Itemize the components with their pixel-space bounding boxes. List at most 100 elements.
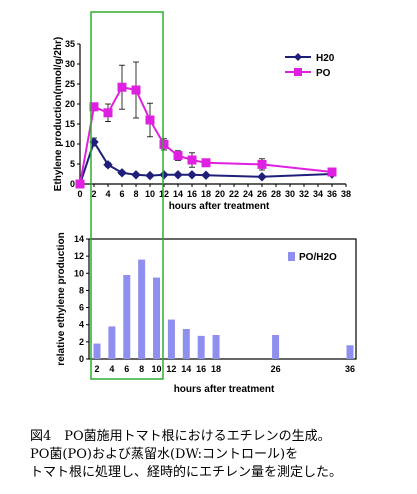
bar <box>123 275 131 359</box>
highlight-box <box>90 11 164 380</box>
x-tick-label: 6 <box>119 189 124 199</box>
data-point <box>173 151 183 161</box>
x-tick-label: 16 <box>196 364 206 374</box>
y-tick-label: 0 <box>70 179 75 189</box>
bar <box>197 335 205 359</box>
y-ticks: 0 2 4 6 8 10 12 14 <box>74 234 89 364</box>
legend-label: PO/H2O <box>299 252 337 263</box>
x-tick-label: 14 <box>181 364 191 374</box>
x-ticks: 2 4 6 8 10 12 14 16 18 26 36 <box>94 364 355 374</box>
plot-frame <box>88 238 357 360</box>
x-tick-label: 26 <box>271 364 281 374</box>
data-point <box>75 179 85 189</box>
x-tick-label: 22 <box>229 189 239 199</box>
bar <box>138 259 146 359</box>
bar <box>182 329 190 359</box>
x-tick-label: 4 <box>105 189 110 199</box>
data-point <box>159 139 169 149</box>
x-tick-label: 36 <box>345 364 355 374</box>
legend-item: PO <box>285 68 331 79</box>
data-point <box>201 158 211 168</box>
x-tick-label: 0 <box>77 189 82 199</box>
y-axis-label: Ethylene production(nmol/g/2hr) <box>53 37 64 191</box>
x-tick-label: 12 <box>159 189 169 199</box>
bar <box>93 343 101 359</box>
caption-line-1: 図4 PO菌施用トマト根におけるエチレンの生成。 <box>30 429 331 444</box>
x-tick-label: 18 <box>201 189 211 199</box>
bar <box>153 277 161 359</box>
data-point <box>327 167 337 177</box>
y-tick-label: 2 <box>79 337 84 347</box>
x-tick-label: 8 <box>133 189 138 199</box>
x-tick-label: 6 <box>124 364 129 374</box>
series-2 <box>75 61 337 189</box>
bar <box>346 345 354 359</box>
x-tick-label: 10 <box>152 364 162 374</box>
x-tick-label: 14 <box>173 189 183 199</box>
x-tick-label: 2 <box>91 189 96 199</box>
data-point <box>173 170 183 180</box>
y-tick-label: 35 <box>65 39 75 49</box>
x-tick-label: 12 <box>166 364 176 374</box>
y-tick-label: 6 <box>79 303 84 313</box>
x-tick-label: 28 <box>271 189 281 199</box>
data-point <box>131 85 141 95</box>
x-tick-label: 20 <box>215 189 225 199</box>
legend: H20 PO <box>285 53 335 79</box>
y-tick-label: 12 <box>74 251 84 261</box>
x-tick-label: 10 <box>145 189 155 199</box>
bars <box>93 259 354 359</box>
x-axis-label: hours after treatment <box>174 384 275 395</box>
data-point <box>145 115 155 125</box>
legend-item: H20 <box>285 53 335 64</box>
data-point <box>159 170 169 180</box>
series-group <box>75 61 337 189</box>
plot-area <box>80 44 346 184</box>
bar <box>272 335 280 359</box>
y-tick-label: 5 <box>70 159 75 169</box>
data-point <box>103 108 113 118</box>
legend-swatch <box>288 252 295 261</box>
y-tick-label: 25 <box>65 79 75 89</box>
x-tick-label: 32 <box>299 189 309 199</box>
data-point <box>257 172 267 182</box>
legend-marker <box>294 53 302 61</box>
x-tick-label: 24 <box>243 189 253 199</box>
series-line <box>79 139 333 185</box>
legend: PO/H2O <box>288 252 337 263</box>
data-point <box>201 170 211 180</box>
x-tick-label: 2 <box>94 364 99 374</box>
x-tick-label: 26 <box>257 189 267 199</box>
y-tick-label: 14 <box>74 234 84 244</box>
y-tick-label: 4 <box>79 320 84 330</box>
x-tick-label: 8 <box>139 364 144 374</box>
data-point <box>187 155 197 165</box>
x-tick-label: 16 <box>187 189 197 199</box>
bar <box>212 335 220 359</box>
legend-item: PO/H2O <box>288 252 337 263</box>
data-point <box>187 170 197 180</box>
legend-label: H20 <box>316 53 335 64</box>
y-tick-label: 10 <box>74 268 84 278</box>
y-ticks: 0 5 10 15 20 25 30 35 <box>65 39 80 189</box>
x-tick-label: 30 <box>285 189 295 199</box>
data-point <box>117 82 127 92</box>
x-tick-label: 18 <box>211 364 221 374</box>
y-axis-label: relative ethylene production <box>56 232 67 365</box>
bar <box>108 326 116 359</box>
data-point <box>89 102 99 112</box>
y-tick-label: 10 <box>65 139 75 149</box>
x-axis-label: hours after treatment <box>169 201 270 212</box>
data-point <box>103 160 113 170</box>
caption-line-3: トマト根に処理し、経時的にエチレン量を測定した。 <box>30 464 342 480</box>
x-tick-label: 38 <box>341 189 351 199</box>
data-point <box>145 170 155 181</box>
axes <box>79 44 346 185</box>
x-ticks: 0 2 4 6 8 10 12 14 16 18 20 22 24 26 28 30 32 34 36 38 <box>77 184 351 199</box>
x-tick-label: 34 <box>313 189 323 199</box>
caption-line-2: PO菌(PO)および蒸留水(DW:コントロール)を <box>30 447 298 462</box>
legend-label: PO <box>316 68 331 79</box>
